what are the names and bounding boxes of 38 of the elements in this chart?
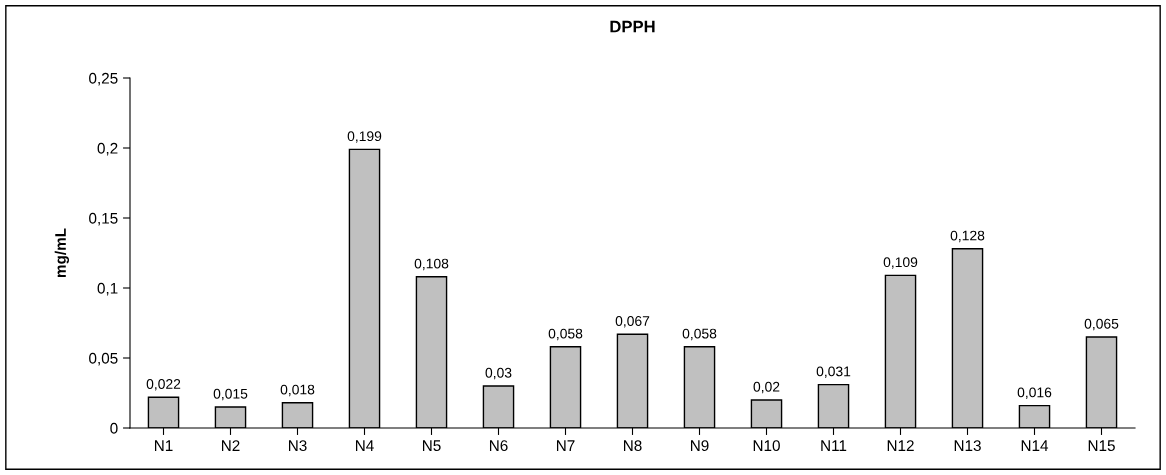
data-label: 0,018 [280, 384, 315, 397]
x-tick-label: N6 [489, 440, 508, 452]
data-label: 0,067 [615, 316, 650, 328]
x-tick-label: N5 [422, 440, 441, 452]
data-label: 0,016 [1017, 387, 1052, 399]
y-tick-label: 0 [110, 422, 118, 434]
y-axis-title: mg/mL [54, 228, 70, 278]
x-tick-label: N15 [1088, 440, 1115, 452]
data-label: 0,109 [883, 257, 918, 269]
x-tick-label: N2 [221, 440, 240, 451]
x-tick-label: N10 [753, 440, 780, 452]
data-label: 0,015 [213, 388, 248, 401]
data-label: 0,108 [414, 258, 449, 271]
x-tick-label: N13 [954, 440, 981, 452]
data-label: 0,031 [816, 366, 851, 378]
x-tick-label: N9 [690, 440, 709, 452]
y-tick-label: 0,1 [97, 282, 118, 296]
x-tick-label: N7 [556, 440, 575, 451]
x-tick-label: N1 [154, 440, 173, 451]
data-label: 0,065 [1084, 318, 1119, 331]
y-tick-label: 0,05 [89, 352, 118, 366]
data-label: 0,058 [548, 328, 583, 341]
x-tick-label: N11 [821, 440, 847, 451]
x-tick-label: N4 [355, 440, 374, 451]
y-tick-label: 0,15 [89, 212, 118, 226]
x-tick-label: N14 [1021, 440, 1049, 451]
x-tick-label: N8 [623, 440, 642, 452]
data-label: 0,02 [753, 381, 780, 394]
chart-title: DPPH [610, 20, 655, 33]
data-label: 0,058 [682, 328, 717, 341]
y-tick-label: 0,2 [97, 142, 118, 156]
data-label: 0,022 [146, 379, 181, 391]
data-label: 0,199 [347, 131, 382, 143]
y-tick-label: 0,25 [89, 72, 118, 86]
data-label: 0,03 [485, 367, 512, 380]
data-label: 0,128 [950, 230, 985, 243]
x-tick-label: N12 [887, 440, 914, 451]
x-tick-label: N3 [288, 440, 307, 452]
